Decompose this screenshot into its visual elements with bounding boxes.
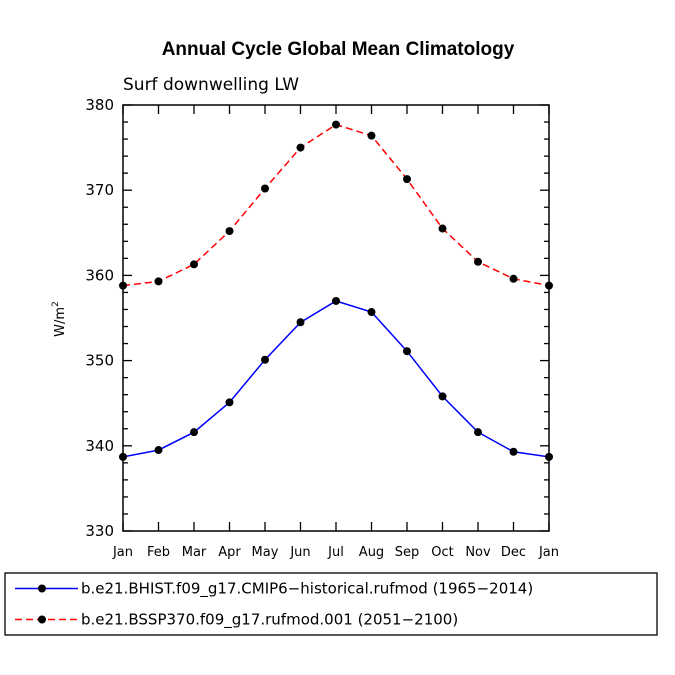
legend-box: [4, 572, 658, 636]
data-point: [509, 274, 518, 283]
data-point: [190, 260, 198, 269]
data-point: [403, 347, 411, 356]
x-tick-label: Nov: [465, 545, 491, 560]
data-point: [474, 428, 482, 437]
y-tick-label: 330: [85, 522, 114, 540]
data-point: [332, 120, 340, 129]
data-point: [296, 318, 305, 327]
x-tick-label: Sep: [395, 545, 420, 560]
data-point: [225, 398, 234, 407]
chart-title: Annual Cycle Global Mean Climatology: [162, 39, 515, 60]
data-point: [119, 281, 127, 290]
data-point: [474, 257, 482, 266]
x-tick-label: Apr: [218, 545, 241, 560]
data-point: [509, 447, 518, 456]
data-point: [154, 277, 163, 286]
x-tick-label: May: [252, 545, 279, 560]
legend-marker: [38, 615, 46, 624]
x-tick-label: Feb: [147, 545, 170, 560]
y-axis-label: W/m2: [51, 301, 68, 337]
y-tick-label: 350: [85, 352, 114, 370]
data-point: [261, 355, 269, 364]
y-tick-label: 360: [85, 266, 114, 284]
legend: b.e21.BHIST.f09_g17.CMIP6−historical.ruf…: [4, 572, 658, 636]
series-line: [122, 123, 550, 287]
x-tick-label: Jul: [327, 545, 344, 560]
y-axis-label-base: W/m: [53, 307, 68, 337]
x-tick-label: Aug: [359, 545, 384, 560]
plot-series: [119, 120, 553, 461]
data-point: [190, 428, 198, 437]
data-point: [154, 446, 163, 455]
data-point: [545, 452, 553, 461]
data-point: [332, 296, 340, 305]
legend-marker: [38, 584, 46, 593]
data-point: [119, 452, 127, 461]
data-point: [438, 392, 447, 401]
data-point: [438, 224, 447, 233]
y-tick-label: 340: [85, 437, 114, 455]
axes: 330 340 350 360 370 380 Jan Feb Mar Apr May Jun Jul A…: [85, 96, 559, 560]
series-line: [122, 300, 550, 458]
y-tick-label: 380: [85, 96, 114, 114]
data-point: [225, 227, 234, 236]
x-tick-label: Jun: [289, 545, 310, 560]
x-tick-label: Mar: [182, 545, 207, 560]
data-point: [367, 131, 376, 140]
data-point: [545, 281, 553, 290]
x-tick-label: Jan: [112, 545, 133, 560]
legend-label: b.e21.BHIST.f09_g17.CMIP6−historical.ruf…: [81, 580, 533, 599]
data-point: [261, 184, 269, 193]
plot-frame: [122, 104, 550, 532]
series-1: [119, 296, 553, 461]
x-tick-label: Jan: [538, 545, 559, 560]
y-axis-label-superscript: 2: [51, 301, 61, 307]
chart-subtitle: Surf downwelling LW: [123, 75, 299, 95]
legend-label: b.e21.BSSP370.f09_g17.rufmod.001 (2051−2…: [81, 611, 458, 630]
data-point: [403, 175, 411, 184]
data-point: [296, 143, 305, 152]
x-tick-label: Oct: [431, 545, 453, 560]
x-tick-label: Dec: [501, 545, 526, 560]
series-2: [119, 120, 553, 290]
y-tick-label: 370: [85, 181, 114, 199]
data-point: [367, 308, 376, 317]
